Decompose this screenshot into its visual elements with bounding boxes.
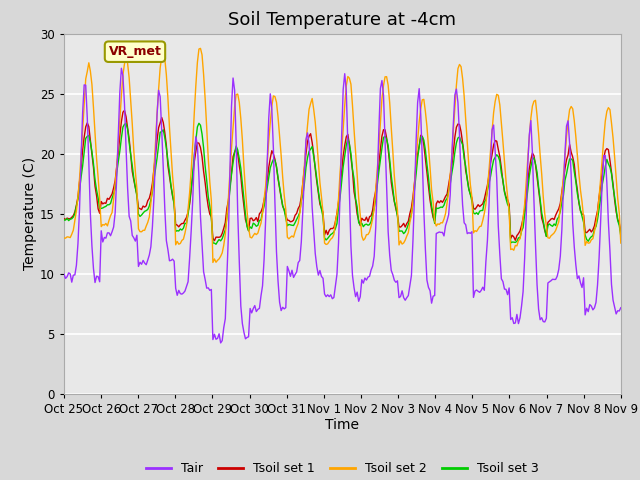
Text: VR_met: VR_met (109, 45, 161, 58)
X-axis label: Time: Time (325, 419, 360, 432)
Title: Soil Temperature at -4cm: Soil Temperature at -4cm (228, 11, 456, 29)
Legend: Tair, Tsoil set 1, Tsoil set 2, Tsoil set 3: Tair, Tsoil set 1, Tsoil set 2, Tsoil se… (141, 457, 543, 480)
Y-axis label: Temperature (C): Temperature (C) (23, 157, 37, 270)
